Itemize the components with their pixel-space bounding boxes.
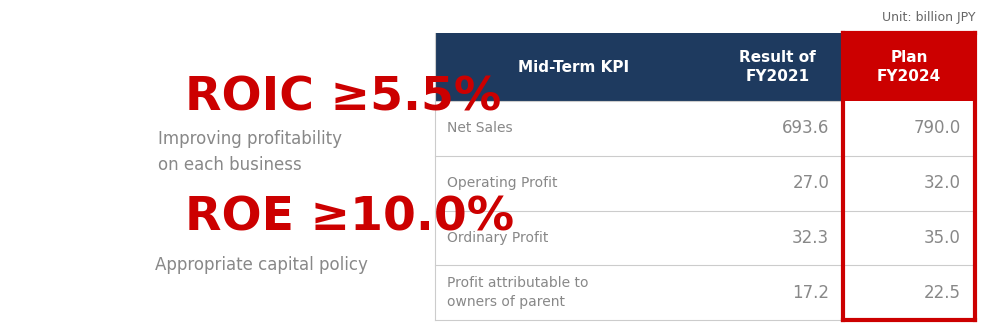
- Bar: [435, 101, 975, 156]
- Text: 790.0: 790.0: [914, 119, 961, 137]
- Text: 27.0: 27.0: [792, 174, 829, 192]
- Text: 22.5: 22.5: [924, 284, 961, 302]
- Text: 32.0: 32.0: [924, 174, 961, 192]
- Bar: [435, 33, 712, 101]
- Text: Net Sales: Net Sales: [447, 121, 513, 135]
- Text: Ordinary Profit: Ordinary Profit: [447, 231, 548, 245]
- Text: Mid-Term KPI: Mid-Term KPI: [518, 59, 629, 74]
- Text: Operating Profit: Operating Profit: [447, 176, 558, 190]
- Bar: [435, 156, 975, 211]
- Text: Unit: billion JPY: Unit: billion JPY: [882, 11, 975, 25]
- Text: ROE ≥10.0%: ROE ≥10.0%: [185, 195, 514, 240]
- Text: Appropriate capital policy: Appropriate capital policy: [155, 256, 368, 274]
- Bar: [435, 211, 975, 265]
- Text: Plan
FY2024: Plan FY2024: [877, 50, 941, 84]
- Text: 35.0: 35.0: [924, 229, 961, 247]
- Text: ROIC ≥5.5%: ROIC ≥5.5%: [185, 75, 501, 120]
- Text: 32.3: 32.3: [792, 229, 829, 247]
- Text: 693.6: 693.6: [782, 119, 829, 137]
- Bar: [435, 265, 975, 320]
- Text: Improving profitability
on each business: Improving profitability on each business: [158, 131, 342, 174]
- Bar: [712, 33, 843, 101]
- Text: Profit attributable to
owners of parent: Profit attributable to owners of parent: [447, 277, 588, 309]
- Text: 17.2: 17.2: [792, 284, 829, 302]
- Bar: [843, 33, 975, 101]
- Text: Result of
FY2021: Result of FY2021: [739, 50, 816, 84]
